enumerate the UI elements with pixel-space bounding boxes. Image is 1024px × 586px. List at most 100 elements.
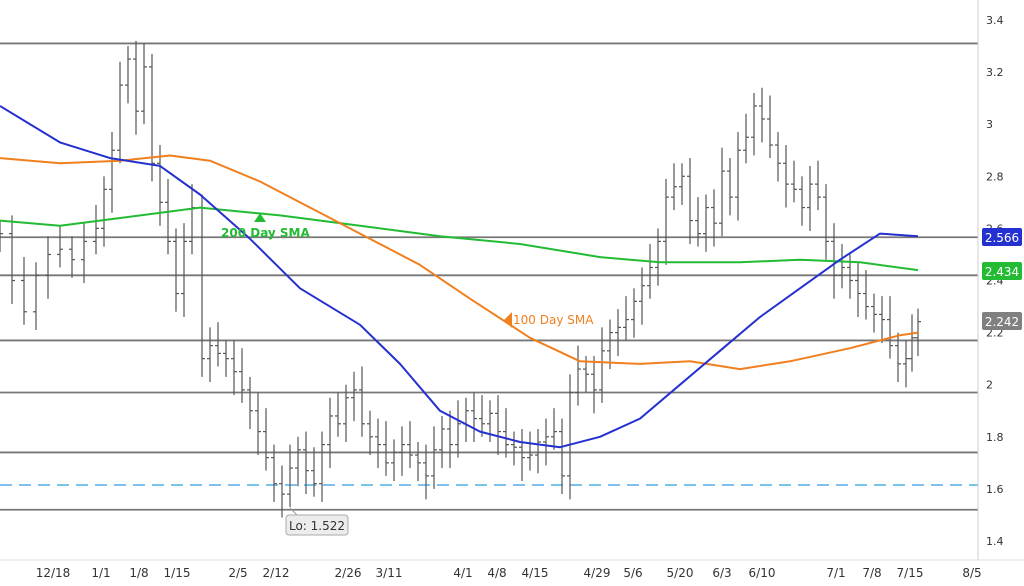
price-bar [0, 220, 3, 252]
y-tick-label: 1.6 [986, 483, 1004, 496]
price-bar [199, 194, 205, 377]
price-value-label: 2.242 [982, 312, 1022, 330]
price-bar [519, 428, 525, 482]
price-bar [215, 322, 221, 367]
price-bar [431, 426, 437, 489]
price-bar [327, 397, 333, 469]
price-bar [863, 270, 869, 320]
price-bar [9, 215, 15, 304]
price-bar [807, 165, 813, 232]
price-value-label-bg [982, 262, 1022, 280]
price-bar [527, 431, 533, 471]
price-bar [33, 262, 39, 330]
price-bar [663, 178, 669, 265]
sma-200-line [0, 206, 919, 272]
price-bar [599, 327, 605, 403]
price-bar [735, 132, 741, 221]
price-bar [117, 61, 123, 164]
price-bar [81, 223, 87, 284]
price-bar [631, 288, 637, 338]
price-bar [279, 465, 285, 518]
price-bar [109, 132, 115, 213]
price-bar [455, 400, 461, 458]
price-bar [407, 421, 413, 469]
price-bar [719, 147, 725, 237]
sma-200-marker-icon [254, 213, 266, 222]
price-bar [375, 418, 381, 469]
price-bar [623, 296, 629, 341]
price-bar [319, 431, 325, 502]
price-bar [511, 431, 517, 466]
price-bar [207, 327, 213, 383]
price-bar [231, 340, 237, 396]
price-bar [125, 46, 131, 104]
y-tick-label: 2 [986, 379, 993, 392]
price-value-label-bg [982, 228, 1022, 246]
price-bar [383, 421, 389, 476]
price-bar [815, 160, 821, 211]
sma-100-line [0, 154, 919, 371]
price-bar [639, 267, 645, 325]
lo-label-box: Lo: 1.522 [285, 514, 349, 536]
price-bar [879, 296, 885, 344]
price-bar [439, 415, 445, 469]
price-value-label: 2.566 [982, 228, 1022, 246]
x-tick-label: 6/3 [712, 566, 731, 580]
price-bar [93, 204, 99, 255]
price-bar [447, 410, 453, 469]
price-bar [45, 236, 51, 299]
price-bar [415, 442, 421, 482]
price-bar [495, 395, 501, 456]
price-bar [871, 293, 877, 333]
price-bar [671, 163, 677, 211]
sma-100-marker-icon [504, 312, 512, 328]
price-bar [189, 184, 195, 255]
price-bar [543, 418, 549, 466]
price-bar [239, 348, 245, 403]
price-bar [295, 436, 301, 487]
price-bar [287, 444, 293, 508]
price-bar [743, 113, 749, 164]
price-bar [173, 228, 179, 312]
x-tick-label: 2/12 [263, 566, 290, 580]
price-bar [647, 244, 653, 299]
price-bar [759, 87, 765, 143]
x-tick-label: 4/29 [584, 566, 611, 580]
price-bar [655, 228, 661, 286]
y-tick-label: 3.4 [986, 14, 1004, 27]
price-bar [367, 410, 373, 456]
price-bar [559, 418, 565, 495]
price-bar [141, 43, 147, 125]
price-bar [567, 374, 573, 500]
price-bar [471, 392, 477, 443]
price-bar [687, 158, 693, 245]
price-bar [751, 92, 757, 156]
x-tick-label: 2/5 [228, 566, 247, 580]
x-tick-label: 7/1 [826, 566, 845, 580]
price-bar [839, 244, 845, 289]
price-bar [591, 356, 597, 414]
price-bar [21, 257, 27, 325]
price-value-label-text: 2.566 [985, 231, 1019, 245]
price-bar [903, 340, 909, 388]
x-tick-label: 6/10 [749, 566, 776, 580]
price-bar [783, 145, 789, 208]
price-bar [767, 95, 773, 159]
price-bar [399, 426, 405, 476]
price-bar [255, 392, 261, 456]
y-tick-label: 2.8 [986, 170, 1004, 183]
x-tick-label: 4/1 [453, 566, 472, 580]
lo-label: Lo: 1.522 [289, 519, 345, 533]
price-bar [535, 428, 541, 474]
price-bar [57, 225, 63, 268]
price-bar [263, 408, 269, 471]
lo-label-bg [285, 514, 349, 536]
y-tick-label: 3.2 [986, 66, 1004, 79]
price-bar [391, 439, 397, 482]
x-tick-label: 7/15 [897, 566, 924, 580]
price-bar [895, 332, 901, 383]
sma-100-label: 100 Day SMA [513, 313, 594, 327]
price-bar [711, 189, 717, 247]
y-tick-label: 3 [986, 118, 993, 131]
price-bar [915, 308, 921, 357]
